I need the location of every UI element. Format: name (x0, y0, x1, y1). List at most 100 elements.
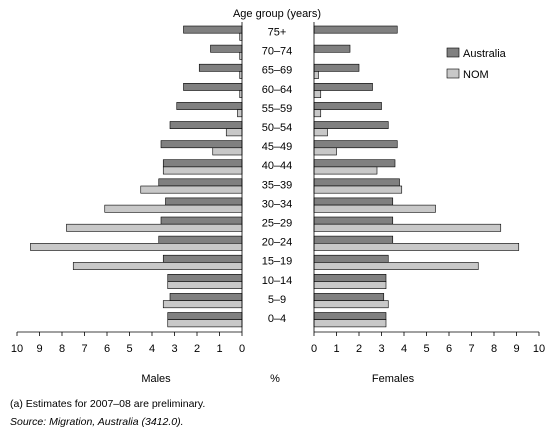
legend-swatch-australia (446, 47, 460, 58)
x-tick-label-left-10: 10 (11, 343, 23, 355)
bar-male-australia-50-54 (169, 121, 243, 129)
x-tick-label-right-5: 5 (423, 343, 429, 355)
bar-male-australia-45-49 (160, 140, 243, 149)
bar-female-nom-15-19 (313, 262, 479, 270)
age-label-35-39: 35–39 (262, 179, 293, 191)
age-label-45-49: 45–49 (262, 141, 293, 153)
bar-female-nom-0-4 (313, 319, 387, 328)
axes (16, 22, 540, 336)
x-tick-label-right-1: 1 (333, 343, 339, 355)
age-label-75: 75+ (268, 27, 287, 39)
bar-male-nom-25-29 (66, 223, 243, 232)
x-tick-label-right-4: 4 (401, 343, 407, 355)
bar-male-australia-75 (183, 25, 243, 34)
bar-male-australia-70-74 (210, 44, 243, 53)
x-tick-label-right-8: 8 (491, 343, 497, 355)
bar-male-australia-25-29 (160, 216, 243, 225)
x-tick-label-left-2: 2 (194, 343, 200, 355)
bar-female-australia-35-39 (313, 178, 400, 187)
age-label-5-9: 5–9 (268, 294, 286, 306)
age-label-50-54: 50–54 (262, 122, 293, 134)
age-label-20-24: 20–24 (262, 237, 293, 249)
footnote: (a) Estimates for 2007–08 are preliminar… (10, 398, 206, 410)
bar-female-nom-25-29 (313, 223, 502, 232)
age-label-30-34: 30–34 (262, 198, 293, 210)
x-tick-label-right-7: 7 (468, 343, 474, 355)
bar-male-nom-40-44 (162, 166, 243, 175)
bar-male-nom-30-34 (104, 204, 243, 213)
x-tick-label-right-9: 9 (513, 343, 519, 355)
bar-male-australia-35-39 (158, 178, 243, 187)
bar-female-australia-20-24 (313, 235, 394, 244)
bar-male-nom-5-9 (162, 300, 243, 309)
bar-male-australia-5-9 (169, 293, 243, 301)
bar-female-nom-10-14 (313, 281, 387, 289)
age-label-10-14: 10–14 (262, 275, 293, 287)
age-label-15-19: 15–19 (262, 256, 293, 268)
chart-title: Age group (years) (233, 8, 321, 20)
bar-female-nom-35-39 (313, 185, 403, 194)
x-tick-label-right-0: 0 (311, 343, 317, 355)
bar-female-australia-10-14 (313, 273, 387, 282)
age-label-25-29: 25–29 (262, 218, 293, 230)
x-tick-label-left-0: 0 (239, 343, 245, 355)
bar-female-australia-75 (313, 25, 398, 34)
male-bars (30, 25, 243, 328)
age-label-0-4: 0–4 (268, 313, 286, 325)
bar-female-nom-45-49 (313, 147, 337, 156)
bar-male-nom-20-24 (30, 243, 243, 251)
females-label: Females (372, 373, 415, 385)
bar-male-nom-55-59 (237, 109, 243, 118)
bar-female-australia-25-29 (313, 216, 394, 225)
bar-female-australia-60-64 (313, 83, 373, 91)
bar-female-nom-40-44 (313, 166, 378, 175)
bar-female-australia-0-4 (313, 312, 387, 320)
bar-female-australia-70-74 (313, 44, 351, 53)
bar-male-australia-55-59 (176, 102, 243, 110)
x-tick-label-right-2: 2 (356, 343, 362, 355)
bar-female-nom-60-64 (313, 90, 322, 98)
bar-male-nom-15-19 (72, 262, 243, 270)
bar-female-australia-40-44 (313, 159, 396, 168)
bar-male-australia-30-34 (165, 197, 243, 206)
bar-female-nom-30-34 (313, 204, 436, 213)
bar-female-australia-55-59 (313, 102, 382, 110)
x-tick-labels: 10 9 8 7 6 5 4 3 2 1 0 0 1 2 3 4 5 6 7 8 9 10 (11, 343, 545, 355)
bar-female-australia-65-69 (313, 63, 360, 72)
bar-male-nom-45-49 (212, 147, 243, 156)
x-tick-label-left-7: 7 (81, 343, 87, 355)
bar-male-australia-15-19 (162, 254, 243, 263)
bar-female-nom-50-54 (313, 128, 328, 137)
legend-label-australia: Australia (463, 48, 507, 60)
bar-female-australia-50-54 (313, 121, 389, 129)
males-label: Males (141, 373, 171, 385)
legend: Australia NOM (446, 47, 507, 81)
legend-swatch-nom (446, 68, 460, 79)
bar-male-nom-0-4 (167, 319, 243, 328)
bar-male-nom-50-54 (225, 128, 243, 137)
bar-male-australia-65-69 (198, 63, 243, 72)
bar-female-australia-5-9 (313, 293, 385, 301)
age-label-65-69: 65–69 (262, 65, 293, 77)
age-label-60-64: 60–64 (262, 84, 293, 96)
x-tick-label-left-6: 6 (104, 343, 110, 355)
x-tick-label-left-5: 5 (126, 343, 132, 355)
bar-female-nom-65-69 (313, 71, 319, 79)
bar-female-australia-30-34 (313, 197, 394, 206)
x-axis-label: % (270, 373, 280, 385)
bar-male-australia-10-14 (167, 273, 243, 282)
x-tick-label-left-9: 9 (36, 343, 42, 355)
source-note: Source: Migration, Australia (3412.0). (10, 416, 184, 428)
age-label-70-74: 70–74 (262, 46, 293, 58)
x-tick-label-right-3: 3 (378, 343, 384, 355)
bar-male-nom-35-39 (140, 185, 243, 194)
bar-male-australia-20-24 (158, 235, 243, 244)
x-tick-label-left-8: 8 (59, 343, 65, 355)
age-group-labels: 75+ 70–74 65–69 60–64 55–59 50–54 45–49 40–44 35… (262, 27, 293, 326)
bar-female-australia-45-49 (313, 140, 398, 149)
age-label-40-44: 40–44 (262, 160, 293, 172)
bar-female-nom-5-9 (313, 300, 389, 309)
bar-female-nom-55-59 (313, 109, 322, 118)
x-tick-label-left-3: 3 (171, 343, 177, 355)
